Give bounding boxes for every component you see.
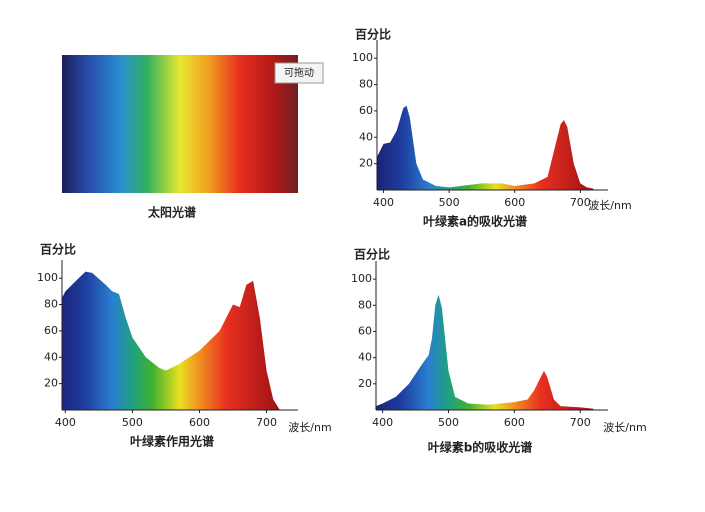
area bbox=[62, 271, 280, 410]
x-tick-label: 400 bbox=[55, 416, 76, 429]
x-axis-label: 波长/nm bbox=[603, 421, 646, 434]
y-tick-label: 40 bbox=[359, 130, 373, 143]
x-tick-label: 500 bbox=[438, 416, 459, 429]
x-tick-label: 700 bbox=[570, 196, 591, 209]
caption: 太阳光谱 bbox=[148, 205, 196, 220]
x-tick-label: 600 bbox=[504, 196, 525, 209]
y-axis-label: 百分比 bbox=[354, 247, 390, 262]
y-tick-label: 80 bbox=[44, 298, 58, 311]
y-tick-label: 40 bbox=[358, 351, 372, 364]
area bbox=[377, 105, 594, 190]
y-tick-label: 60 bbox=[44, 324, 58, 337]
y-tick-label: 60 bbox=[359, 104, 373, 117]
solar-spectrum bbox=[62, 55, 298, 193]
caption: 叶绿素a的吸收光谱 bbox=[423, 214, 527, 229]
caption: 叶绿素作用光谱 bbox=[130, 434, 214, 449]
y-tick-label: 100 bbox=[351, 272, 372, 285]
hint-box[interactable] bbox=[274, 62, 324, 84]
x-axis-label: 波长/nm bbox=[588, 199, 631, 212]
area bbox=[376, 294, 594, 410]
x-tick-label: 400 bbox=[372, 416, 393, 429]
x-tick-label: 500 bbox=[122, 416, 143, 429]
x-tick-label: 500 bbox=[439, 196, 460, 209]
y-tick-label: 80 bbox=[359, 78, 373, 91]
caption: 叶绿素b的吸收光谱 bbox=[428, 440, 533, 455]
x-tick-label: 700 bbox=[570, 416, 591, 429]
x-tick-label: 400 bbox=[373, 196, 394, 209]
x-tick-label: 700 bbox=[256, 416, 277, 429]
y-tick-label: 60 bbox=[358, 324, 372, 337]
x-tick-label: 600 bbox=[189, 416, 210, 429]
y-axis-label: 百分比 bbox=[40, 242, 76, 257]
hint-text[interactable]: 可拖动 bbox=[284, 66, 314, 79]
drag-hint[interactable]: 可拖动 bbox=[274, 62, 324, 84]
y-tick-label: 20 bbox=[44, 377, 58, 390]
y-tick-label: 100 bbox=[352, 51, 373, 64]
y-axis-label: 百分比 bbox=[355, 27, 391, 42]
y-tick-label: 80 bbox=[358, 298, 372, 311]
x-tick-label: 600 bbox=[504, 416, 525, 429]
x-axis-label: 波长/nm bbox=[288, 421, 331, 434]
y-tick-label: 100 bbox=[37, 271, 58, 284]
y-tick-label: 20 bbox=[359, 157, 373, 170]
y-tick-label: 40 bbox=[44, 350, 58, 363]
y-tick-label: 20 bbox=[358, 377, 372, 390]
